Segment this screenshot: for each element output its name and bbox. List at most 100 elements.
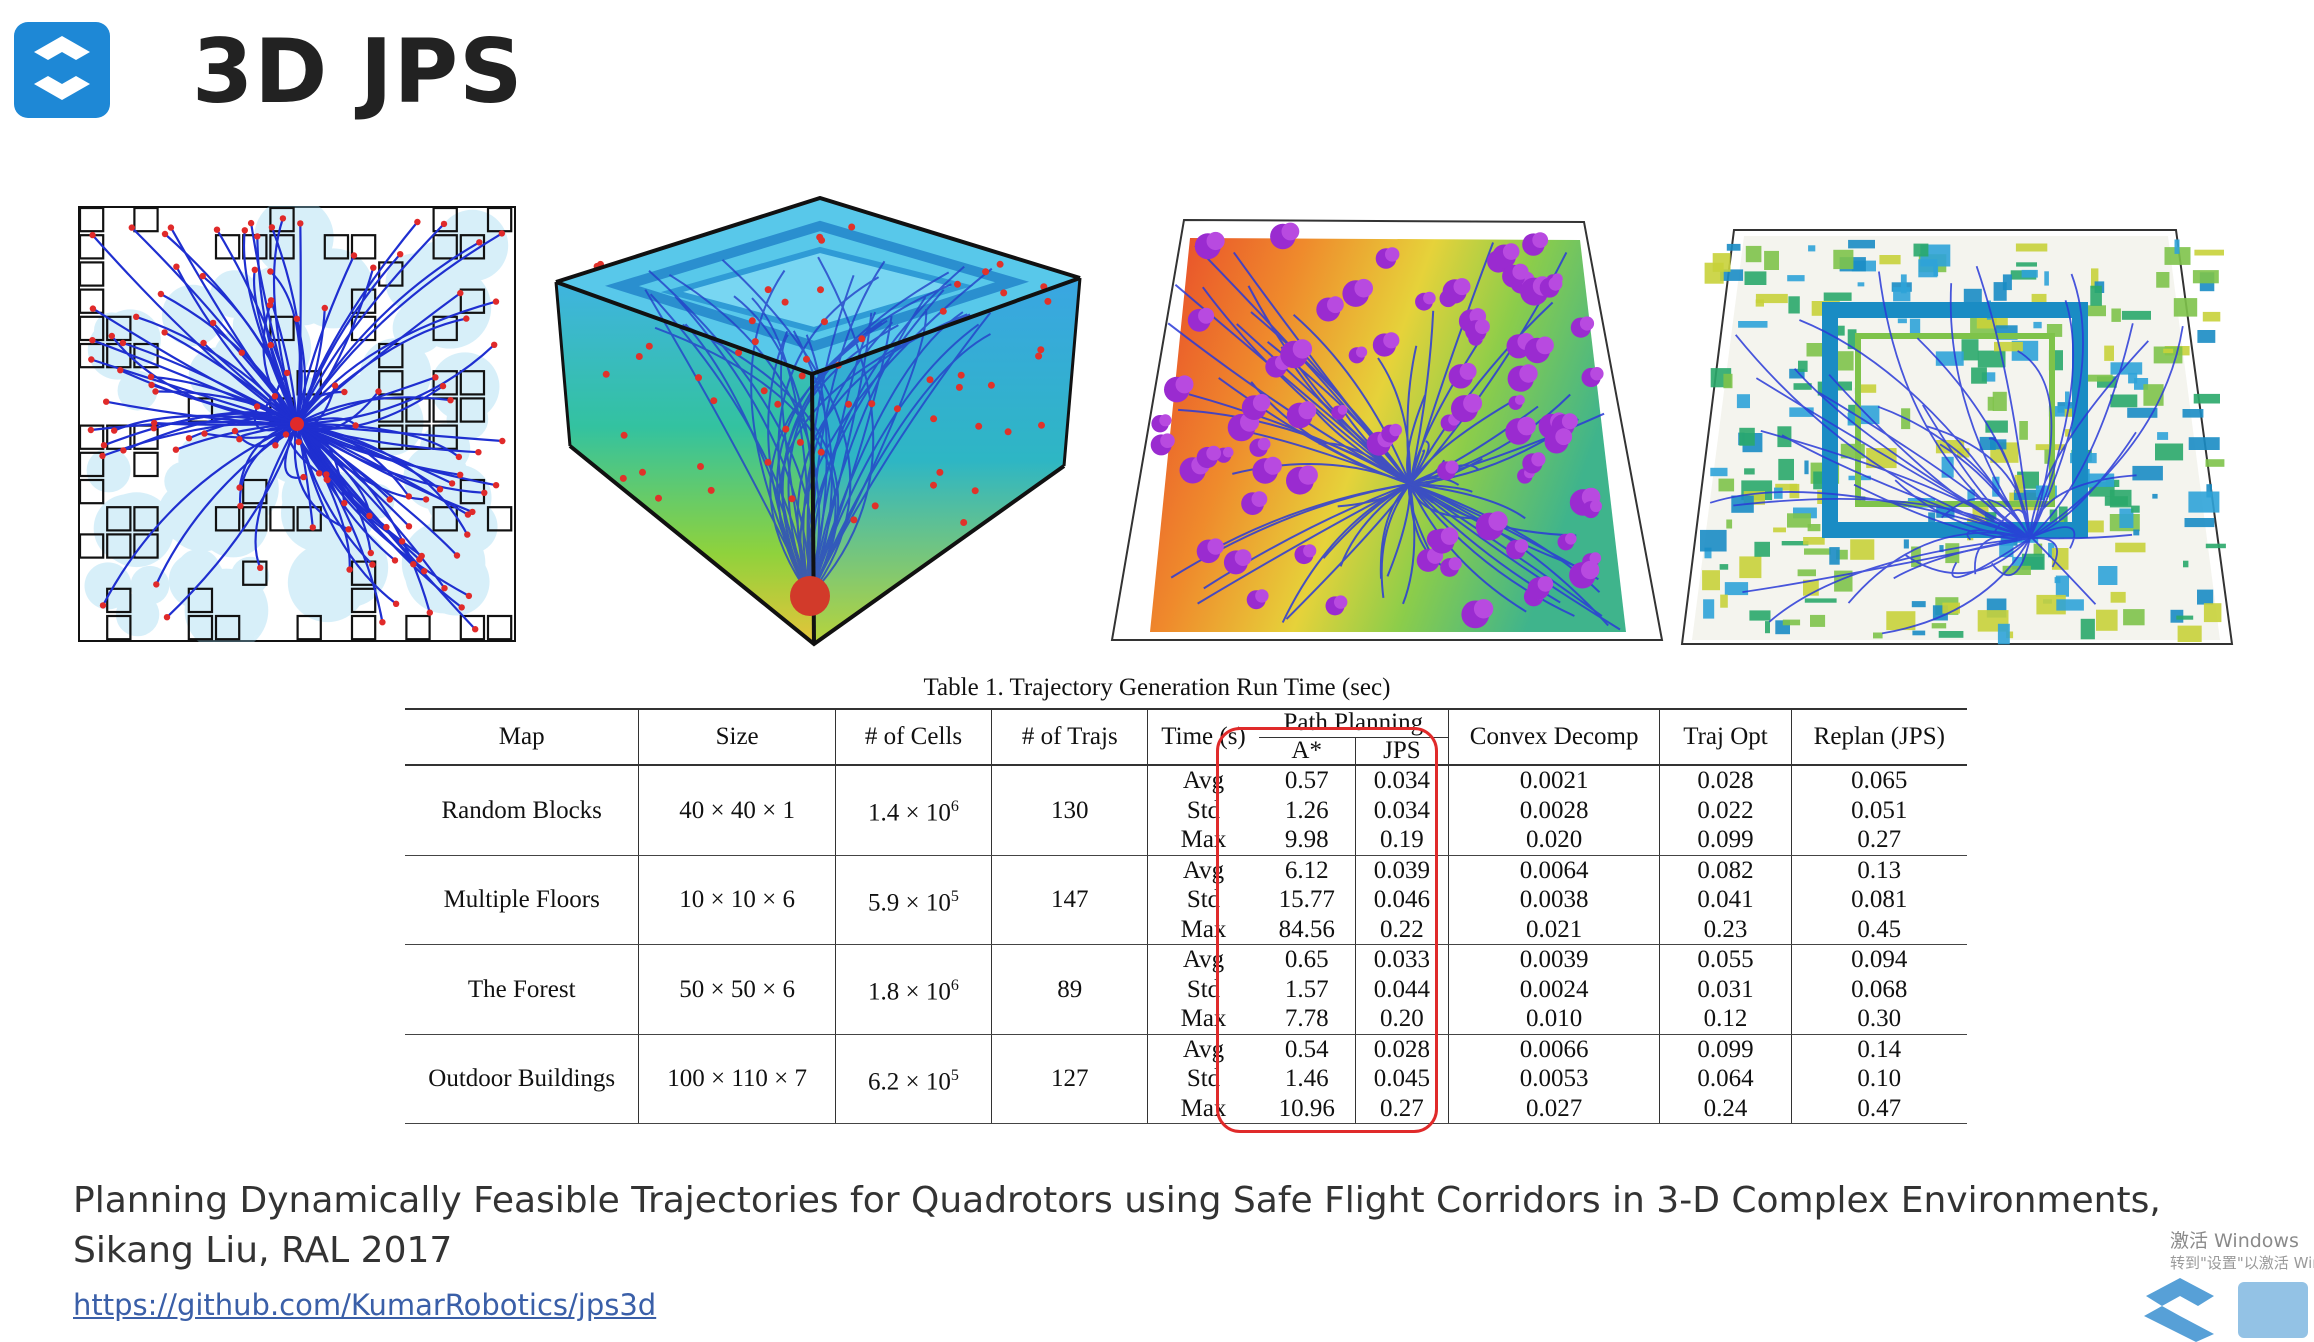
cell-jps: 0.034: [1355, 765, 1449, 796]
cell-astar: 0.57: [1258, 765, 1356, 796]
header-astar: A*: [1258, 737, 1356, 766]
table-row: Std 1.46 0.045 0.0053 0.064 0.10: [405, 1064, 1967, 1094]
cells-exponent: 5: [950, 1066, 959, 1084]
cell-convex: 0.0066: [1448, 1034, 1661, 1064]
github-link[interactable]: https://github.com/KumarRobotics/jps3d: [73, 1288, 657, 1322]
cells-exponent: 5: [950, 887, 959, 905]
cell-trajopt: 0.041: [1659, 885, 1792, 915]
cell-astar: 7.78: [1258, 1004, 1356, 1035]
cell-replan: 0.45: [1791, 914, 1967, 945]
citation: Planning Dynamically Feasible Trajectori…: [73, 1176, 2161, 1276]
table-row: Max 7.78 0.20 0.010 0.12 0.30: [405, 1004, 1967, 1035]
cell-replan: 0.068: [1851, 975, 1908, 1003]
table-row: The Forest 50 × 50 × 6 1.8 × 106 89 Avg 0.65 0…: [405, 944, 1967, 1035]
cell-astar: 0.65: [1258, 944, 1356, 975]
table-row: Outdoor Buildings 100 × 110 × 7 6.2 × 105 1…: [405, 1034, 1967, 1124]
cell-trajopt: 0.099: [1659, 825, 1792, 856]
windows-activation-subtext: 转到"设置"以激活 Windows。: [2170, 1254, 2314, 1272]
cell-jps: 0.044: [1355, 974, 1449, 1004]
cell-trajopt: 0.055: [1659, 944, 1792, 975]
cell-convex: 0.0039: [1448, 944, 1661, 975]
cell-jps: 0.19: [1355, 825, 1449, 856]
cell-trajs: 127: [991, 1034, 1149, 1124]
cell-map: Random Blocks: [405, 765, 640, 856]
table-row: Random Blocks 40 × 40 × 1 1.4 × 106 130 Avg 0…: [405, 765, 1967, 856]
cell-size: 10 × 10 × 6: [638, 855, 836, 945]
cell-trajs: 147: [991, 855, 1149, 945]
cell-astar: 1.57: [1258, 974, 1356, 1004]
table-caption: Table 1. Trajectory Generation Run Time …: [923, 674, 1391, 701]
table-row: Max 10.96 0.27 0.027 0.24 0.47: [405, 1093, 1967, 1124]
citation-line-2: Sikang Liu, RAL 2017: [73, 1230, 453, 1271]
cell-stat: Max: [1147, 1093, 1259, 1124]
cells-base: 1.4 × 10: [868, 799, 951, 827]
cell-replan: 0.10: [1857, 1065, 1902, 1092]
cell-astar: 84.56: [1258, 914, 1356, 945]
cell-cells: 1.4 × 106: [835, 765, 993, 856]
cell-trajopt: 0.099: [1659, 1034, 1792, 1064]
cell-map: The Forest: [405, 944, 640, 1035]
cell-trajopt: 0.082: [1659, 855, 1792, 885]
cell-trajopt: 0.031: [1659, 974, 1792, 1004]
cells-base: 5.9 × 10: [868, 889, 951, 917]
cell-astar: 1.26: [1258, 795, 1356, 825]
cells-exponent: 6: [950, 977, 959, 995]
cell-trajs: 130: [991, 765, 1149, 856]
cell-stat: Std: [1186, 1065, 1221, 1092]
cell-trajopt: 0.022: [1659, 795, 1792, 825]
brand-watermark-icon: [2144, 1278, 2308, 1342]
header-traj-opt: Traj Opt: [1659, 708, 1792, 766]
cell-trajopt: 0.028: [1659, 765, 1792, 796]
header-size: Size: [638, 708, 836, 766]
cell-cells: 1.8 × 106: [835, 944, 993, 1035]
cell-jps: 0.039: [1355, 855, 1449, 885]
cell-convex: 0.0053: [1448, 1064, 1661, 1094]
brand-logo-icon: [14, 22, 110, 118]
windows-activation-watermark: 激活 Windows: [2170, 1230, 2299, 1252]
cell-convex: 0.0038: [1448, 885, 1661, 915]
forest-map-figure: [1110, 218, 1664, 641]
table-row: Max 9.98 0.19 0.020 0.099 0.27: [405, 825, 1967, 856]
outdoor-buildings-map-figure: [1680, 229, 2234, 645]
cell-replan: 0.27: [1791, 825, 1967, 856]
cell-astar: 1.46: [1258, 1064, 1356, 1094]
header-map: Map: [405, 708, 640, 766]
slide-title: 3D JPS: [192, 20, 524, 123]
cell-astar: 9.98: [1258, 825, 1356, 856]
cell-size: 40 × 40 × 1: [638, 765, 836, 856]
table-row: Std 1.57 0.044 0.0024 0.031 0.068: [405, 974, 1967, 1004]
cell-replan: 0.47: [1791, 1093, 1967, 1124]
cells-base: 6.2 × 10: [868, 1068, 951, 1096]
table-row: Std 15.77 0.046 0.0038 0.041 0.081: [405, 885, 1967, 915]
cell-trajs: 89: [991, 944, 1149, 1035]
cell-stat: Std: [1186, 886, 1221, 913]
cell-convex: 0.021: [1448, 914, 1661, 945]
cell-cells: 5.9 × 105: [835, 855, 993, 945]
cell-jps: 0.034: [1355, 795, 1449, 825]
cell-convex: 0.0024: [1448, 974, 1661, 1004]
cell-stat: Std: [1186, 975, 1221, 1003]
cell-jps: 0.045: [1355, 1064, 1449, 1094]
cells-base: 1.8 × 10: [868, 978, 951, 1006]
cell-trajopt: 0.064: [1659, 1064, 1792, 1094]
runtime-table: Map Size # of Cells # of Trajs Time (s) …: [405, 708, 1967, 1124]
cell-replan: 0.094: [1851, 946, 1908, 973]
cell-convex: 0.0028: [1448, 795, 1661, 825]
cell-replan: 0.13: [1857, 856, 1902, 884]
random-blocks-map-figure: [78, 206, 516, 642]
cell-size: 50 × 50 × 6: [638, 944, 836, 1035]
cell-replan: 0.065: [1851, 767, 1908, 794]
cell-convex: 0.027: [1448, 1093, 1661, 1124]
header-cells: # of Cells: [835, 708, 993, 766]
cell-size: 100 × 110 × 7: [638, 1034, 836, 1124]
cell-jps: 0.22: [1355, 914, 1449, 945]
path-planning-highlight-box: [1216, 727, 1438, 1133]
cell-jps: 0.033: [1355, 944, 1449, 975]
cell-convex: 0.0021: [1448, 765, 1661, 796]
cell-convex: 0.0064: [1448, 855, 1661, 885]
cell-replan: 0.051: [1851, 796, 1908, 824]
cell-map: Multiple Floors: [405, 855, 640, 945]
citation-line-1: Planning Dynamically Feasible Trajectori…: [73, 1180, 2161, 1221]
cell-cells: 6.2 × 105: [835, 1034, 993, 1124]
header-replan: Replan (JPS): [1791, 708, 1967, 766]
